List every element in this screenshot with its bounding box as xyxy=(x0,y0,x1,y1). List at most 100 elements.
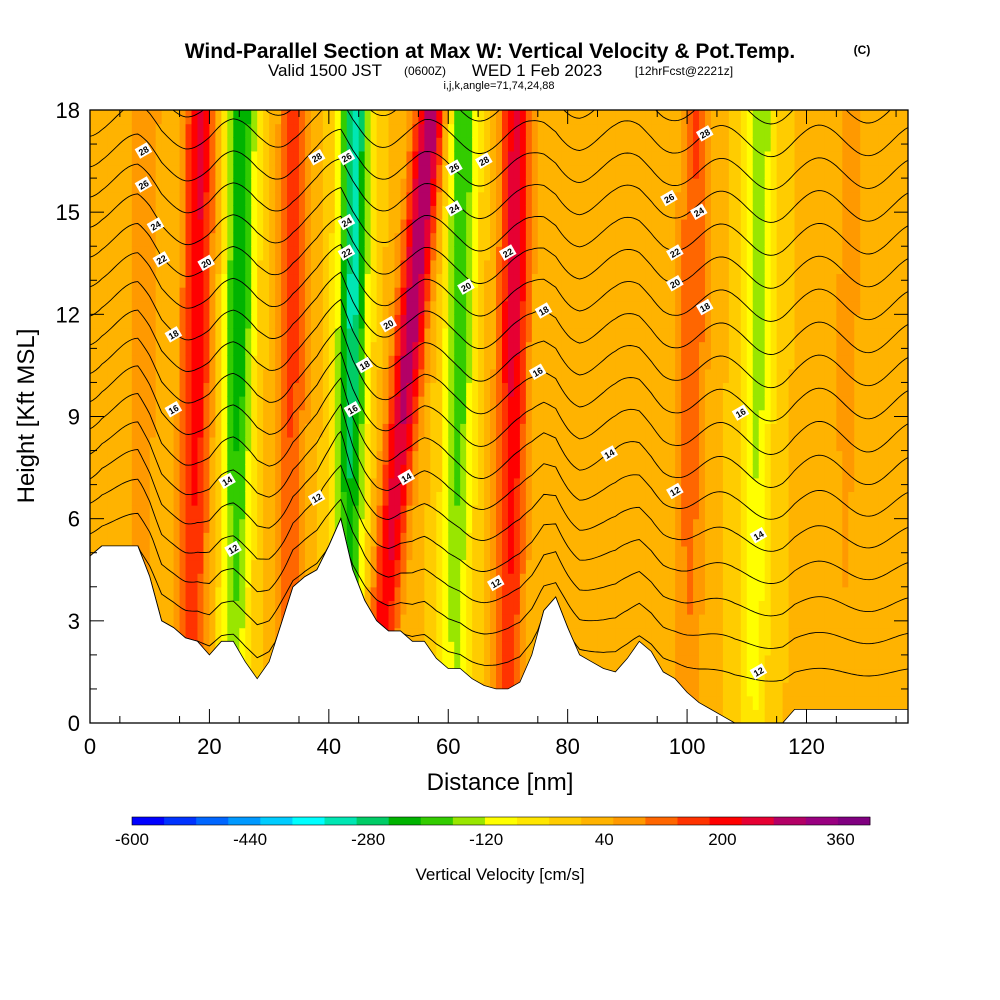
velocity-cell xyxy=(519,191,527,206)
velocity-cell xyxy=(501,232,509,247)
velocity-cell xyxy=(442,505,449,520)
velocity-cell xyxy=(716,259,724,275)
velocity-cell xyxy=(101,178,109,193)
velocity-cell xyxy=(615,355,622,370)
velocity-cell xyxy=(549,464,557,479)
velocity-cell xyxy=(191,368,199,384)
velocity-cell xyxy=(233,491,240,506)
velocity-cell xyxy=(615,409,622,424)
velocity-cell xyxy=(663,150,670,166)
velocity-cell xyxy=(316,232,324,247)
velocity-cell xyxy=(537,123,545,138)
velocity-cell xyxy=(155,545,163,561)
velocity-cell xyxy=(233,287,240,302)
velocity-cell xyxy=(191,423,199,438)
velocity-cell xyxy=(424,382,431,397)
velocity-cell xyxy=(430,137,437,152)
velocity-cell xyxy=(573,545,581,561)
velocity-cell xyxy=(657,532,664,547)
velocity-cell xyxy=(442,300,449,315)
velocity-cell xyxy=(675,614,682,629)
velocity-cell xyxy=(257,586,264,601)
velocity-cell xyxy=(179,327,187,343)
velocity-cell xyxy=(334,464,342,479)
velocity-cell xyxy=(699,178,706,193)
velocity-cell xyxy=(281,532,288,547)
velocity-cell xyxy=(555,178,563,193)
velocity-cell xyxy=(573,314,581,329)
velocity-cell xyxy=(346,314,354,329)
velocity-cell xyxy=(597,191,605,206)
velocity-cell xyxy=(424,600,431,615)
velocity-cell xyxy=(651,436,658,452)
velocity-cell xyxy=(669,559,676,574)
velocity-cell xyxy=(185,614,193,629)
velocity-cell xyxy=(334,110,342,125)
velocity-cell xyxy=(675,164,682,179)
velocity-cell xyxy=(257,164,264,179)
velocity-cell xyxy=(239,368,246,384)
velocity-cell xyxy=(597,641,605,656)
velocity-cell xyxy=(507,150,515,166)
velocity-cell xyxy=(633,627,640,642)
velocity-cell xyxy=(90,314,97,329)
velocity-cell xyxy=(442,545,449,561)
velocity-cell xyxy=(221,150,228,166)
velocity-cell xyxy=(537,314,545,329)
velocity-cell xyxy=(298,205,306,220)
velocity-cell xyxy=(161,423,169,438)
velocity-cell xyxy=(621,436,628,452)
velocity-cell xyxy=(298,423,306,438)
velocity-cell xyxy=(275,355,282,370)
velocity-cell xyxy=(609,396,617,411)
velocity-cell xyxy=(555,164,563,179)
velocity-cell xyxy=(484,314,491,329)
velocity-cell xyxy=(460,205,467,220)
velocity-cell xyxy=(227,137,234,152)
velocity-cell xyxy=(621,464,628,479)
velocity-cell xyxy=(364,341,372,356)
velocity-cell xyxy=(651,477,658,493)
velocity-cell xyxy=(585,355,593,370)
velocity-cell xyxy=(687,586,694,601)
velocity-cell xyxy=(513,450,521,465)
velocity-cell xyxy=(418,341,425,356)
velocity-cell xyxy=(591,545,599,561)
velocity-cell xyxy=(621,545,628,561)
velocity-cell xyxy=(710,232,718,247)
velocity-cell xyxy=(507,300,515,315)
velocity-cell xyxy=(716,695,724,710)
velocity-cell xyxy=(645,409,652,424)
velocity-cell xyxy=(275,178,282,193)
velocity-cell xyxy=(675,300,682,315)
velocity-cell xyxy=(137,423,145,438)
velocity-cell xyxy=(651,341,658,356)
velocity-cell xyxy=(430,327,437,343)
velocity-cell xyxy=(90,450,97,465)
velocity-cell xyxy=(460,150,467,166)
velocity-cell xyxy=(263,545,270,561)
velocity-cell xyxy=(448,232,455,247)
velocity-cell xyxy=(263,518,270,533)
velocity-cell xyxy=(693,218,700,234)
velocity-cell xyxy=(466,600,473,615)
velocity-cell xyxy=(693,382,700,397)
velocity-cell xyxy=(501,464,509,479)
velocity-cell xyxy=(406,191,414,206)
velocity-cell xyxy=(191,396,199,411)
velocity-cell xyxy=(603,464,611,479)
velocity-cell xyxy=(394,327,402,343)
velocity-cell xyxy=(633,150,640,166)
velocity-cell xyxy=(519,518,527,533)
velocity-cell xyxy=(537,232,545,247)
velocity-cell xyxy=(298,191,306,206)
velocity-cell xyxy=(322,477,330,493)
velocity-cell xyxy=(490,586,497,601)
velocity-cell xyxy=(382,300,390,315)
velocity-cell xyxy=(269,396,276,411)
velocity-cell xyxy=(304,110,312,125)
velocity-cell xyxy=(436,396,443,411)
velocity-cell xyxy=(155,205,163,220)
velocity-cell xyxy=(131,341,139,356)
velocity-cell xyxy=(609,110,617,125)
